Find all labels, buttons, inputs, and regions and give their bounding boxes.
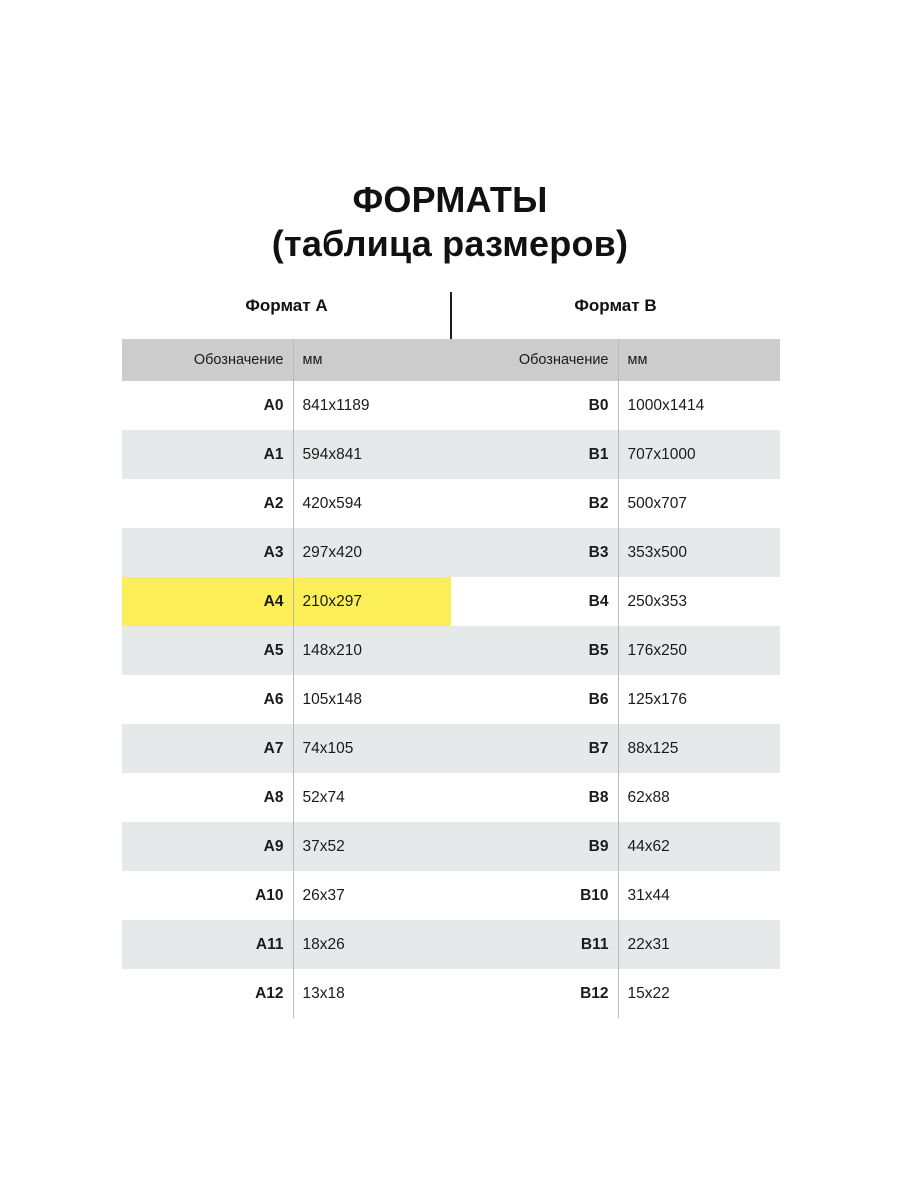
cell-b-mm: 500x707 <box>618 479 780 528</box>
table-row: A3 297x420 B3 353x500 <box>122 528 780 577</box>
cell-a-designation: A6 <box>122 675 294 724</box>
cell-a-mm: 26x37 <box>293 871 451 920</box>
table-row: A9 37x52 B9 44x62 <box>122 822 780 871</box>
table-body: A0 841x1189 B0 1000x1414 A1 594x841 B1 707x1000… <box>122 381 780 1018</box>
page-title: ФОРМАТЫ (таблица размеров) <box>0 178 900 266</box>
cell-b-designation: B1 <box>451 430 619 479</box>
table-row: A11 18x26 B11 22x31 <box>122 920 780 969</box>
cell-a-mm: 841x1189 <box>293 381 451 430</box>
cell-a-mm: 105x148 <box>293 675 451 724</box>
cell-b-mm: 31x44 <box>618 871 780 920</box>
column-header-b-designation: Обозначение <box>451 339 619 381</box>
cell-b-designation: B3 <box>451 528 619 577</box>
column-header-b-mm: мм <box>618 339 780 381</box>
cell-a-mm: 594x841 <box>293 430 451 479</box>
cell-b-mm: 250x353 <box>618 577 780 626</box>
cell-a-designation: A9 <box>122 822 294 871</box>
title-line-primary: ФОРМАТЫ <box>352 179 548 220</box>
cell-b-designation: B5 <box>451 626 619 675</box>
table-row: A10 26x37 B10 31x44 <box>122 871 780 920</box>
table-row: A2 420x594 B2 500x707 <box>122 479 780 528</box>
cell-b-designation: B8 <box>451 773 619 822</box>
cell-b-mm: 88x125 <box>618 724 780 773</box>
table-row: A4 210x297 B4 250x353 <box>122 577 780 626</box>
cell-b-designation: B7 <box>451 724 619 773</box>
cell-b-designation: B2 <box>451 479 619 528</box>
section-header-format-a: Формат А <box>245 296 328 315</box>
cell-b-mm: 125x176 <box>618 675 780 724</box>
column-header-a-designation: Обозначение <box>122 339 294 381</box>
cell-a-mm: 37x52 <box>293 822 451 871</box>
table-row: A1 594x841 B1 707x1000 <box>122 430 780 479</box>
cell-b-designation: B10 <box>451 871 619 920</box>
cell-a-mm: 13x18 <box>293 969 451 1018</box>
cell-b-mm: 62x88 <box>618 773 780 822</box>
table-row: A5 148x210 B5 176x250 <box>122 626 780 675</box>
cell-a-designation: A2 <box>122 479 294 528</box>
column-header-a-mm: мм <box>293 339 451 381</box>
section-header-format-b: Формат B <box>574 296 657 315</box>
paper-formats-table: Обозначение мм Обозначение мм A0 841x1189… <box>122 339 780 1018</box>
cell-a-designation: A10 <box>122 871 294 920</box>
cell-b-designation: B4 <box>451 577 619 626</box>
title-line-secondary: (таблица размеров) <box>271 223 629 264</box>
cell-a-mm: 18x26 <box>293 920 451 969</box>
cell-b-designation: B9 <box>451 822 619 871</box>
cell-a-designation: A4 <box>122 577 294 626</box>
cell-b-designation: B12 <box>451 969 619 1018</box>
cell-a-mm: 74x105 <box>293 724 451 773</box>
table-row: A7 74x105 B7 88x125 <box>122 724 780 773</box>
cell-a-designation: A1 <box>122 430 294 479</box>
cell-a-designation: A5 <box>122 626 294 675</box>
cell-b-mm: 1000x1414 <box>618 381 780 430</box>
cell-a-designation: A8 <box>122 773 294 822</box>
cell-b-mm: 707x1000 <box>618 430 780 479</box>
cell-a-designation: A7 <box>122 724 294 773</box>
cell-b-mm: 44x62 <box>618 822 780 871</box>
cell-a-designation: A0 <box>122 381 294 430</box>
cell-b-mm: 353x500 <box>618 528 780 577</box>
cell-a-designation: A3 <box>122 528 294 577</box>
cell-a-mm: 297x420 <box>293 528 451 577</box>
table-row: A12 13x18 B12 15x22 <box>122 969 780 1018</box>
cell-a-mm: 210x297 <box>293 577 451 626</box>
cell-a-mm: 148x210 <box>293 626 451 675</box>
cell-b-designation: B11 <box>451 920 619 969</box>
cell-b-mm: 176x250 <box>618 626 780 675</box>
cell-b-mm: 22x31 <box>618 920 780 969</box>
cell-a-mm: 52x74 <box>293 773 451 822</box>
table-row: A6 105x148 B6 125x176 <box>122 675 780 724</box>
cell-a-designation: A11 <box>122 920 294 969</box>
table-header-row: Обозначение мм Обозначение мм <box>122 339 780 381</box>
cell-b-mm: 15x22 <box>618 969 780 1018</box>
cell-a-designation: A12 <box>122 969 294 1018</box>
cell-b-designation: B0 <box>451 381 619 430</box>
section-header-row: Формат А Формат B <box>122 296 780 338</box>
table-row: A8 52x74 B8 62x88 <box>122 773 780 822</box>
cell-b-designation: B6 <box>451 675 619 724</box>
table-row: A0 841x1189 B0 1000x1414 <box>122 381 780 430</box>
table-header: Обозначение мм Обозначение мм <box>122 339 780 381</box>
cell-a-mm: 420x594 <box>293 479 451 528</box>
